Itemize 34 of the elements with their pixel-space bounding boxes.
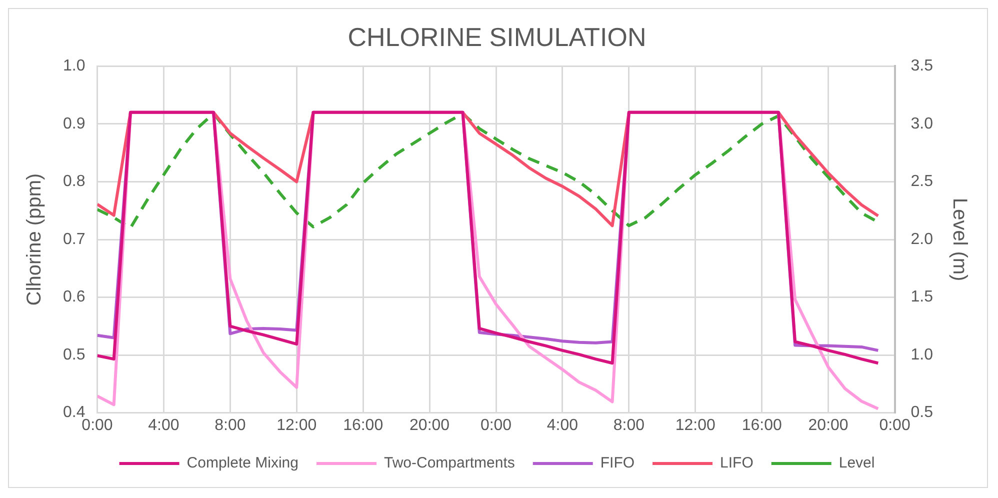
y-tick-label: 0.7 bbox=[62, 230, 86, 248]
y-axis-title: Clhorine (ppm) bbox=[24, 173, 46, 306]
x-tick-label: 0:00 bbox=[82, 416, 113, 434]
x-tick-label: 20:00 bbox=[410, 416, 450, 434]
y2-tick-label: 3.0 bbox=[910, 115, 934, 132]
x-tick-label: 4:00 bbox=[148, 416, 180, 434]
x-tick-label: 8:00 bbox=[613, 416, 645, 434]
y2-axis-title: Level (m) bbox=[948, 198, 970, 282]
y-tick-label: 0.8 bbox=[62, 173, 86, 190]
y-tick-label: 1.0 bbox=[62, 58, 86, 75]
x-tick-label: 16:00 bbox=[742, 416, 782, 434]
y-tick-label: 0.9 bbox=[62, 115, 86, 132]
y2-tick-label: 1.0 bbox=[910, 346, 934, 364]
y-tick-label: 0.6 bbox=[62, 288, 86, 306]
x-tick-label: 12:00 bbox=[675, 416, 716, 434]
legend-label: Level bbox=[838, 454, 875, 472]
x-tick-label: 16:00 bbox=[343, 416, 384, 434]
y2-tick-label: 3.5 bbox=[910, 58, 934, 75]
x-tick-label: 0:00 bbox=[480, 416, 512, 434]
x-tick-label: 12:00 bbox=[276, 416, 317, 434]
legend-label: Two-Compartments bbox=[384, 454, 515, 472]
legend-label: FIFO bbox=[600, 454, 635, 472]
legend-label: LIFO bbox=[720, 454, 754, 472]
y2-tick-label: 1.5 bbox=[910, 288, 934, 306]
y2-tick-label: 2.5 bbox=[910, 173, 934, 190]
x-tick-label: 4:00 bbox=[546, 416, 578, 434]
x-tick-label: 0:00 bbox=[879, 416, 910, 434]
x-tick-label: 8:00 bbox=[214, 416, 246, 434]
y-tick-label: 0.5 bbox=[62, 346, 86, 364]
x-tick-label: 20:00 bbox=[808, 416, 848, 434]
chart-title: CHLORINE SIMULATION bbox=[348, 22, 646, 52]
y2-tick-label: 0.5 bbox=[910, 404, 934, 422]
legend-label: Complete Mixing bbox=[186, 454, 298, 472]
y2-tick-label: 2.0 bbox=[910, 230, 934, 248]
